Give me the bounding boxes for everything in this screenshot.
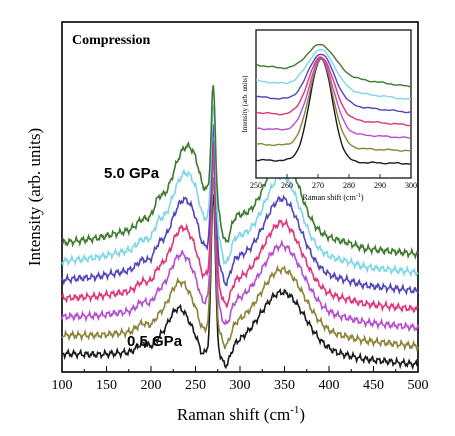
inset-series-group (255, 43, 412, 165)
series-line-7 (61, 85, 419, 260)
x-tick-label-400: 400 (319, 378, 340, 393)
x-tick-label-450: 450 (363, 378, 384, 393)
inset-x-ticks: 250 260 270 280 290 300 (250, 174, 417, 190)
x-axis-label-close: ) (299, 405, 305, 424)
x-tick-label-300: 300 (230, 378, 251, 393)
inset-x-tick-label-300: 300 (405, 181, 417, 190)
inset-x-tick-label-290: 290 (374, 181, 386, 190)
series-line-6 (61, 104, 419, 279)
inset-x-axis-label-close: ) (361, 193, 364, 202)
series-line-1 (61, 194, 419, 371)
inset-series-line-2 (256, 57, 412, 152)
inset-x-axis-label: Raman shift (cm-1) (303, 193, 364, 202)
x-axis-label-main: Raman shift (cm (177, 405, 290, 424)
x-tick-label-500: 500 (408, 378, 429, 393)
inset-y-axis-label: Intensity (arb. units) (241, 75, 249, 133)
x-tick-label-250: 250 (185, 378, 206, 393)
inset-plot: 250 260 270 280 290 300 Raman shift (cm-1) In… (241, 29, 417, 202)
inset-x-tick-label-270: 270 (312, 181, 324, 190)
x-tick-label-350: 350 (274, 378, 295, 393)
inset-series-line-3 (256, 57, 412, 139)
y-axis-label: Intensity (arb. units) (25, 128, 44, 266)
series-line-5 (61, 124, 419, 296)
inset-series-line-4 (255, 56, 412, 127)
inset-series-line-7 (255, 43, 412, 88)
inset-x-tick-label-260: 260 (281, 181, 293, 190)
series-line-4 (61, 140, 419, 314)
main-x-ticks: 100 150 200 250 300 350 400 450 500 (52, 366, 429, 393)
main-series-group (61, 85, 419, 371)
bottom-trace-label: 0.5 GPa (127, 333, 183, 350)
series-line-3 (61, 155, 419, 333)
series-line-2 (61, 177, 419, 353)
x-tick-label-150: 150 (96, 378, 117, 393)
inset-x-tick-label-280: 280 (343, 181, 355, 190)
inset-series-line-5 (255, 53, 412, 114)
main-plot: 100 150 200 250 300 350 400 450 500 Compression … (25, 21, 429, 424)
inset-x-axis-label-main: Raman shift (cm (303, 193, 357, 202)
inset-series-line-1 (255, 57, 412, 165)
x-tick-label-100: 100 (52, 378, 73, 393)
inset-x-axis-label-sup: -1 (356, 193, 361, 199)
inset-series-line-6 (255, 48, 412, 100)
top-trace-label: 5.0 GPa (104, 165, 160, 182)
x-axis-label: Raman shift (cm-1) (177, 404, 305, 424)
inset-x-tick-label-250: 250 (250, 181, 262, 190)
x-axis-label-sup: -1 (290, 404, 299, 416)
chart-title: Compression (72, 33, 151, 48)
x-tick-label-200: 200 (141, 378, 162, 393)
